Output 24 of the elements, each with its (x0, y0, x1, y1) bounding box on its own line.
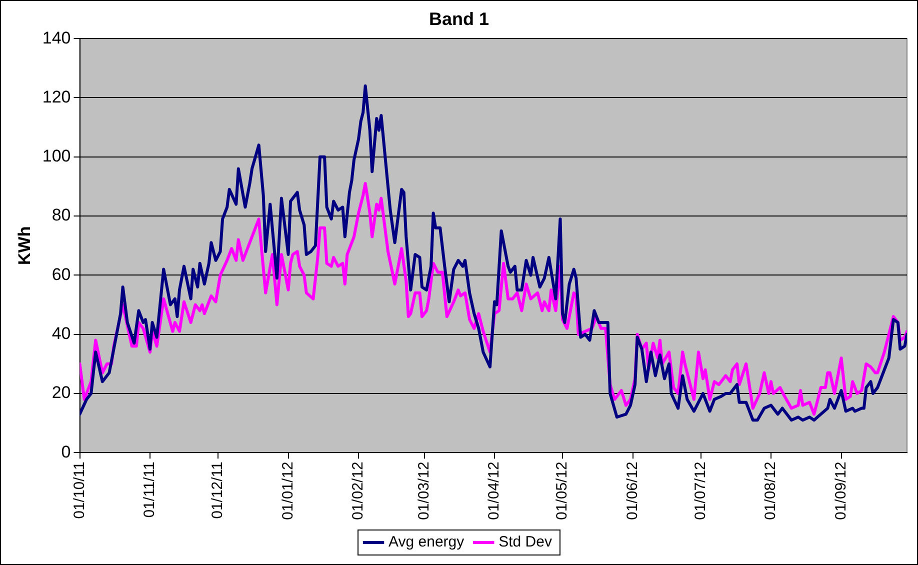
x-tick-label: 01/12/11 (209, 462, 226, 519)
x-tick-label: 01/05/12 (554, 462, 571, 520)
x-tick-label: 01/11/11 (141, 462, 158, 518)
x-tick-label: 01/07/12 (692, 462, 709, 520)
chart-title: Band 1 (428, 8, 490, 29)
legend-label: Avg energy (388, 534, 465, 551)
x-tick-label: 01/01/12 (279, 462, 296, 520)
x-tick-label: 01/06/12 (624, 462, 641, 520)
y-tick-label: 40 (52, 324, 71, 344)
y-tick-label: 80 (52, 206, 71, 225)
legend-label: Std Dev (498, 534, 552, 551)
y-axis-title: KWh (14, 226, 34, 265)
x-tick-label: 01/03/12 (415, 462, 432, 520)
y-tick-label: 60 (52, 264, 71, 284)
y-tick-label: 120 (42, 87, 71, 106)
y-tick-label: 0 (61, 442, 71, 462)
x-tick-label: 01/08/12 (762, 462, 780, 520)
x-tick-label: 01/04/12 (486, 462, 503, 520)
x-tick-label: 01/02/12 (350, 462, 367, 520)
y-tick-label: 20 (52, 383, 71, 402)
y-tick-label: 100 (42, 146, 71, 166)
y-tick-label: 140 (42, 28, 71, 48)
x-tick-label: 01/09/12 (832, 462, 850, 520)
x-tick-label: 01/10/11 (70, 462, 88, 519)
